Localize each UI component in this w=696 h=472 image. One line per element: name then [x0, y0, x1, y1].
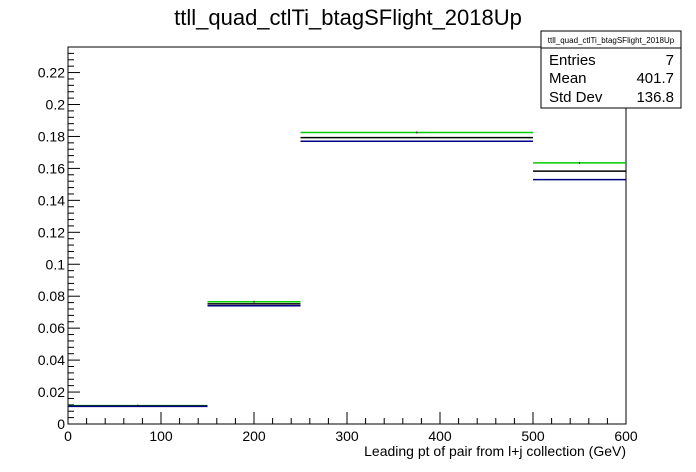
y-tick-label: 0.16	[38, 160, 65, 176]
y-tick-label: 0.06	[38, 320, 65, 336]
x-tick-label: 200	[242, 428, 266, 444]
stats-value-mean: 401.7	[636, 70, 674, 87]
stats-label-mean: Mean	[549, 70, 587, 87]
y-tick-label: 0.1	[46, 256, 66, 272]
y-tick-label: 0.08	[38, 288, 65, 304]
x-tick-label: 600	[614, 428, 638, 444]
x-tick-label: 0	[64, 428, 72, 444]
y-tick-label: 0.18	[38, 128, 65, 144]
y-axis: 0 0.02 0.04 0.06 0.08 0.1 0.12 0.14 0.16 0.18 0.2 0…	[38, 46, 80, 432]
stats-value-stddev: 136.8	[636, 89, 674, 106]
stats-value-entries: 7	[666, 52, 674, 69]
y-tick-label: 0.2	[46, 97, 66, 113]
histogram-series	[68, 131, 626, 408]
y-tick-label: 0.22	[38, 65, 65, 81]
y-tick-label: 0.12	[38, 224, 65, 240]
stats-label-stddev: Std Dev	[549, 89, 603, 106]
x-tick-label: 100	[149, 428, 173, 444]
x-axis-label: Leading pt of pair from l+j collection (…	[364, 443, 626, 459]
x-tick-label: 300	[335, 428, 359, 444]
stats-label-entries: Entries	[549, 52, 596, 69]
y-tick-label: 0.04	[38, 352, 65, 368]
stats-box-frame	[540, 30, 682, 109]
y-tick-label: 0	[57, 416, 65, 432]
chart-title: ttll_quad_ctlTi_btagSFlight_2018Up	[174, 5, 522, 30]
stats-box-title: ttll_quad_ctlTi_btagSFlight_2018Up	[548, 36, 675, 45]
y-tick-label: 0.14	[38, 192, 65, 208]
x-axis: 0 100 200 300 400 500 600	[64, 412, 638, 444]
x-tick-label: 400	[428, 428, 452, 444]
stats-box: ttll_quad_ctlTi_btagSFlight_2018Up Entri…	[540, 30, 682, 109]
y-tick-label: 0.02	[38, 384, 65, 400]
x-tick-label: 500	[521, 428, 545, 444]
